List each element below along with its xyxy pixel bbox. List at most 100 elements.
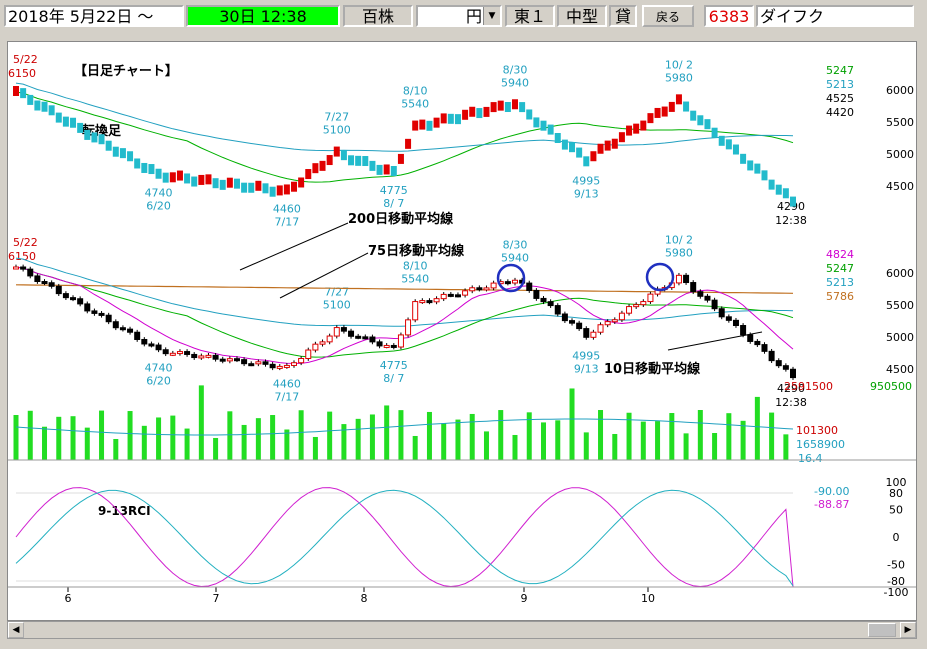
p1-bar	[176, 170, 183, 181]
volume-bar	[555, 420, 561, 460]
p1-bar	[569, 142, 576, 153]
p1-bar	[13, 86, 19, 96]
p1-bar	[725, 139, 732, 150]
p1-bar	[340, 150, 347, 161]
p1-axis-tick: 5500	[886, 116, 914, 129]
p1-bar	[233, 178, 240, 189]
volume-bar	[70, 416, 76, 460]
candle-body	[569, 320, 576, 324]
volume-bar	[156, 417, 162, 460]
rci-axis-tick: 100	[886, 476, 907, 489]
scroll-right-icon[interactable]: ▶	[900, 622, 916, 638]
ma25-line	[15, 266, 794, 358]
candle-body	[469, 287, 476, 292]
candle-body	[255, 361, 262, 365]
start-date-field[interactable]: 2018年 5月22日 ～	[4, 5, 184, 27]
p1-bar	[405, 138, 412, 149]
volume-bar	[99, 410, 105, 460]
p1-axis-tick: 6000	[886, 84, 914, 97]
currency-select[interactable]: 円 ▼	[416, 5, 502, 27]
p2-anno-value: 4740	[145, 362, 173, 375]
p1-bar	[91, 132, 98, 143]
p1-bar	[48, 105, 55, 116]
candle-body	[775, 360, 782, 367]
volume-level-low: 16.4	[798, 452, 823, 465]
candle-body	[212, 354, 219, 360]
candle-body	[732, 319, 739, 327]
panel2-last-price: 4290	[777, 382, 805, 395]
p1-bar	[540, 120, 547, 131]
candle-body	[533, 289, 540, 299]
volume-bar	[740, 420, 746, 460]
candle-body	[27, 268, 34, 277]
p1-bar	[668, 101, 675, 112]
volume-latest: 950500	[870, 380, 912, 393]
p1-bar	[34, 100, 41, 111]
p1-bar	[433, 117, 440, 128]
p1-bar	[583, 156, 590, 167]
p1-anno-value: 4460	[273, 202, 301, 215]
candle-body	[611, 319, 618, 323]
month-label: 7	[213, 592, 220, 605]
p1-bar	[70, 117, 77, 128]
p2-anno-value: 5100	[323, 299, 351, 312]
p1-bar	[205, 174, 212, 185]
volume-bar	[198, 385, 204, 460]
candle-body	[704, 295, 711, 301]
candle-body	[454, 294, 461, 298]
volume-bar	[56, 416, 62, 460]
p1-bar	[298, 177, 305, 188]
period-field[interactable]: 30日 12:38	[186, 5, 340, 27]
rci9-line	[15, 487, 794, 588]
highlight-circle-8-30	[496, 263, 526, 293]
chevron-down-icon[interactable]: ▼	[483, 7, 500, 25]
p1-anno-date: 8/10	[403, 85, 428, 98]
candle-body	[754, 340, 761, 346]
candle-body	[141, 338, 148, 345]
ma200-line	[15, 284, 794, 294]
p1-ma75-line	[15, 82, 794, 152]
scroll-left-icon[interactable]: ◀	[8, 622, 24, 638]
p1-bar	[276, 185, 283, 196]
horizontal-scrollbar[interactable]: ◀ ▶	[7, 621, 917, 639]
candle-body	[348, 330, 355, 337]
p2-right-value: 5786	[826, 290, 854, 303]
p1-bar	[283, 184, 290, 195]
volume-bar	[726, 413, 732, 460]
p2-axis-tick: 4500	[886, 363, 914, 376]
candle-body	[554, 305, 561, 315]
candle-body	[790, 368, 796, 379]
candle-body	[77, 298, 84, 305]
back-button[interactable]: 戻る	[642, 5, 694, 27]
p1-bar	[697, 115, 704, 126]
candle-body	[333, 327, 340, 337]
candle-body	[405, 319, 412, 336]
candle-body	[176, 351, 183, 355]
size-class-label: 中型	[557, 5, 607, 27]
p1-axis-tick: 4500	[886, 180, 914, 193]
p1-bar	[169, 172, 176, 183]
stock-code[interactable]: 6383	[704, 5, 754, 27]
volume-bar	[84, 427, 90, 460]
chart-area[interactable]: 【日足チャート】 転換足 5/22 6150 5247 5213 4525 4420 …	[7, 41, 917, 621]
p2-anno-value: 5940	[501, 251, 529, 264]
candle-body	[697, 291, 704, 297]
p1-bar	[590, 151, 597, 162]
p1-bar	[761, 170, 768, 181]
candle-body	[312, 343, 319, 351]
scroll-thumb[interactable]	[868, 623, 896, 637]
volume-bar	[583, 432, 589, 460]
candle-body	[412, 301, 419, 321]
candle-body	[561, 313, 568, 322]
candle-body	[98, 312, 105, 316]
candle-body	[134, 331, 141, 340]
toolbar: 2018年 5月22日 ～ 30日 12:38 百株 円 ▼ 東１ 中型 貸 戻…	[0, 0, 927, 32]
highlight-circle-10-2	[645, 262, 675, 292]
candle-body	[511, 279, 518, 284]
volume-bar	[227, 411, 233, 460]
ma200-label: 200日移動平均線	[348, 211, 454, 227]
candle-body	[626, 306, 633, 314]
p1-bar	[561, 139, 568, 150]
p1-bar	[312, 163, 319, 174]
ma75-pointer	[279, 252, 369, 299]
